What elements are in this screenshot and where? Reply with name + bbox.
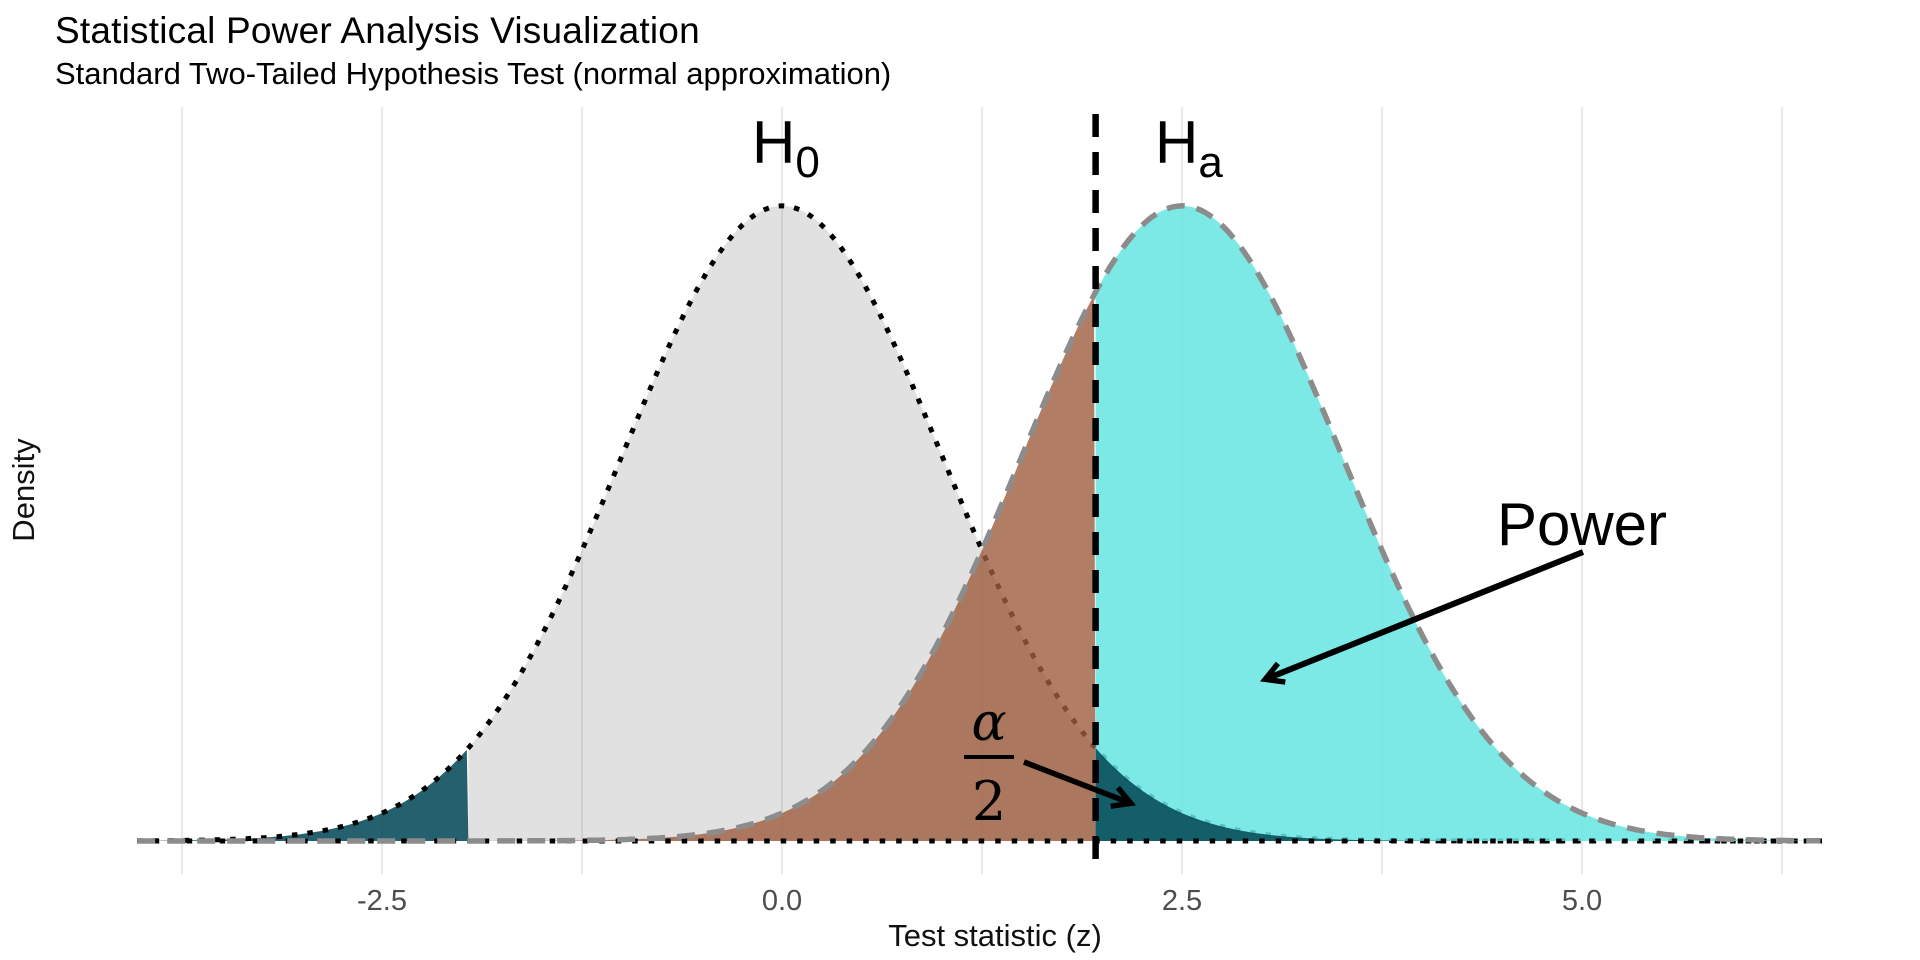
h0-distribution-label: H0 [752,109,820,187]
ha-distribution-label: Ha [1155,109,1223,187]
x-tick-label: 5.0 [1562,885,1602,917]
x-tick-label: 2.5 [1162,885,1202,917]
power-label: Power [1497,491,1667,558]
ha-density-curve [137,203,1821,844]
x-axis-title: Test statistic (z) [888,918,1102,953]
x-tick-label: 0.0 [762,885,802,917]
alpha-denominator-label: 2 [972,770,1006,833]
alpha-arrow [1023,759,1137,809]
alpha-right-tail [1095,748,1822,841]
h0-density-curve [137,203,1821,844]
y-axis: Density [6,438,41,542]
y-axis-title: Density [6,438,41,542]
x-axis: -2.5 0.0 2.5 5.0 Test statistic (z) [357,885,1602,953]
annotations [964,114,1585,872]
plot-subtitle: Standard Two-Tailed Hypothesis Test (nor… [55,56,892,91]
power-region [1095,205,1822,841]
plot-title: Statistical Power Analysis Visualization [55,10,700,51]
x-tick-label: -2.5 [357,885,407,917]
beta-region [137,295,1096,841]
power-arrow [1259,549,1585,685]
alpha-numerator-label: α [971,693,1006,753]
alpha-left-tail [137,749,469,841]
